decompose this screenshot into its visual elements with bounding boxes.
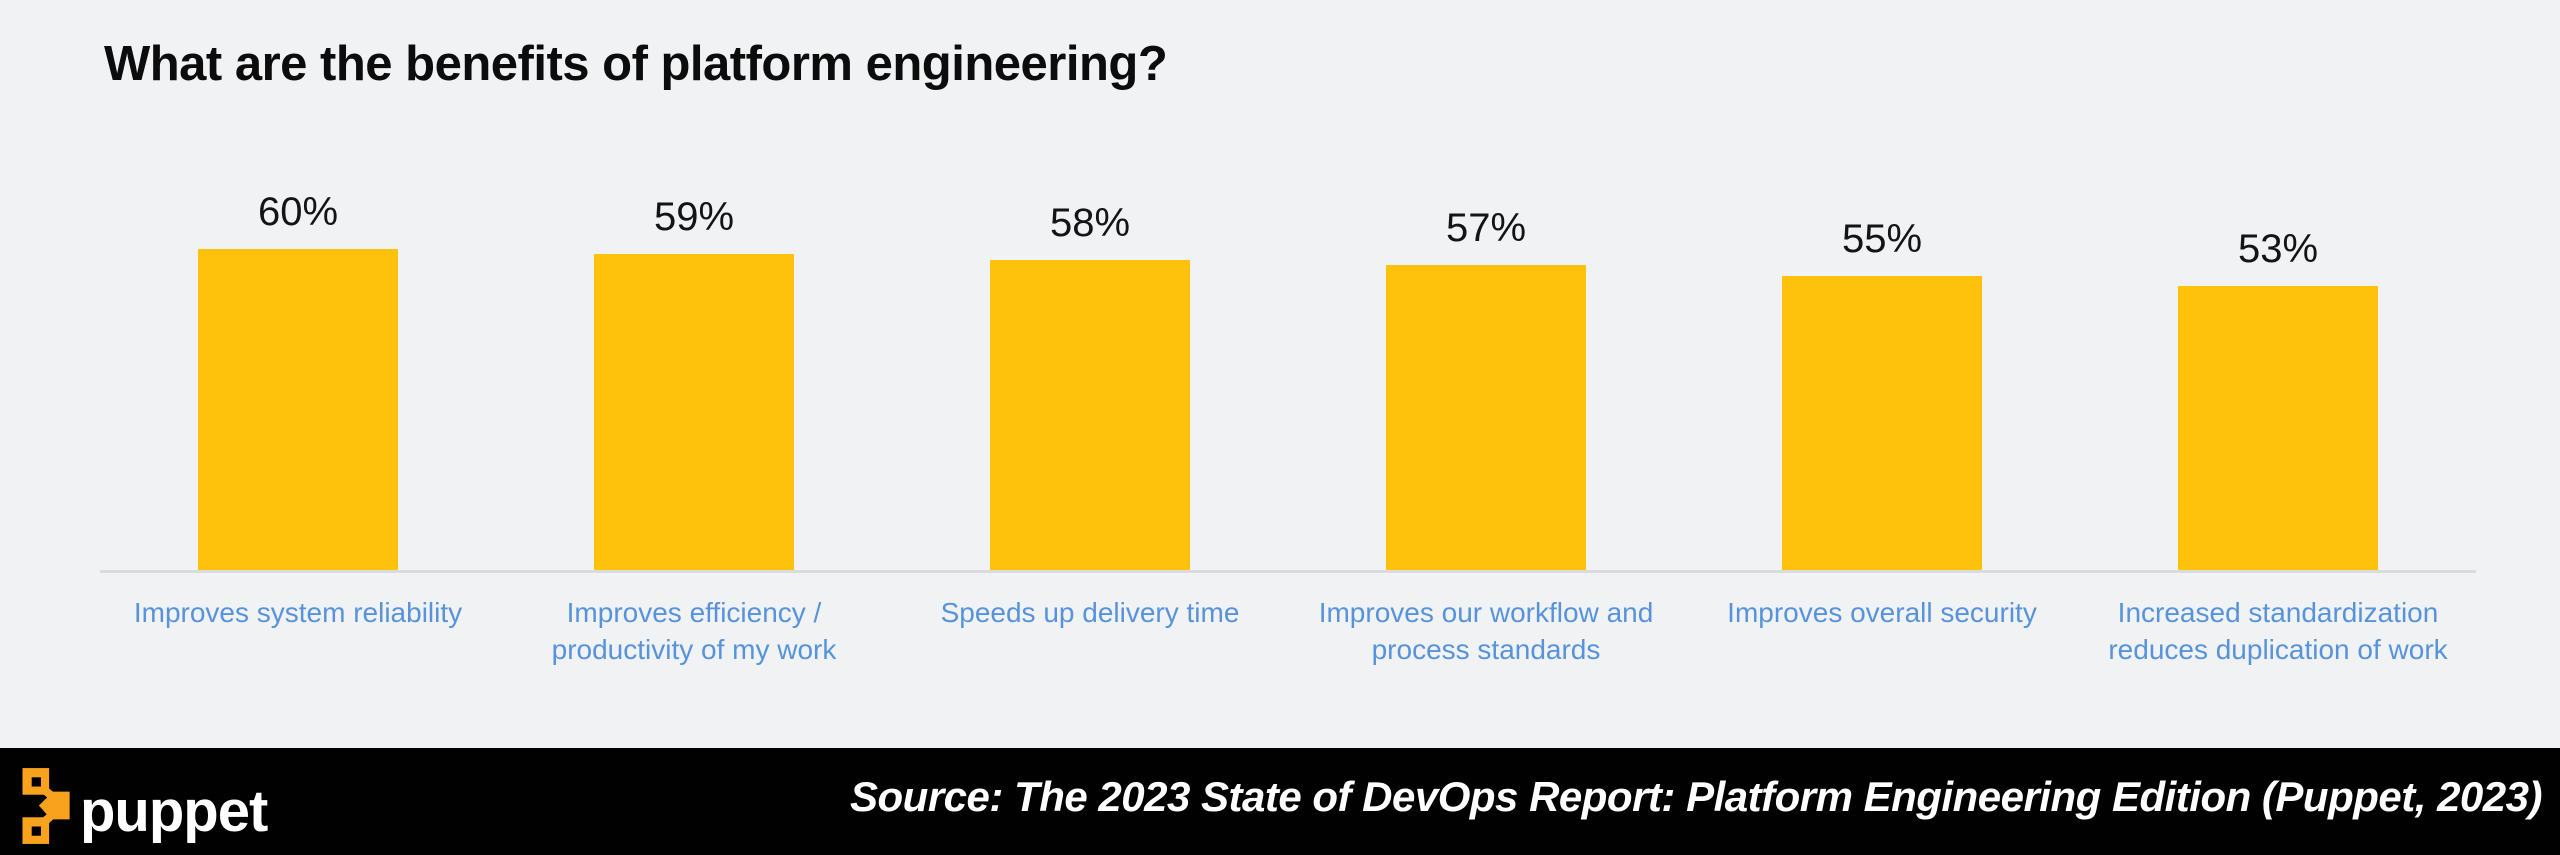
bar-chart: 60% 59% 58% 57% 55% 53% bbox=[100, 0, 2476, 573]
category-label-text: Improves overall security bbox=[1727, 597, 2037, 628]
bar-group: 55% bbox=[1684, 217, 2080, 570]
footer-bar: puppet Source: The 2023 State of DevOps … bbox=[0, 748, 2560, 855]
bar-group: 57% bbox=[1288, 206, 1684, 570]
category-label: Improves overall security bbox=[1684, 594, 2080, 668]
chart-title: What are the benefits of platform engine… bbox=[104, 37, 1168, 91]
category-label: Improves our workflow and process standa… bbox=[1288, 594, 1684, 668]
category-label-text: Speeds up delivery time bbox=[940, 597, 1240, 628]
category-label: Speeds up delivery time bbox=[892, 594, 1288, 668]
bar bbox=[1386, 265, 1586, 570]
source-attribution: Source: The 2023 State of DevOps Report:… bbox=[850, 772, 2542, 820]
category-label-text: Improves our workflow and process standa… bbox=[1318, 597, 1654, 665]
category-label: Increased standardization reduces duplic… bbox=[2080, 594, 2476, 668]
bar-group: 58% bbox=[892, 201, 1288, 570]
bar bbox=[990, 259, 1190, 570]
bar-group: 60% bbox=[100, 190, 496, 570]
bar-group: 53% bbox=[2080, 227, 2476, 570]
puppet-logo: puppet bbox=[18, 757, 268, 847]
bar-value-label: 53% bbox=[2237, 227, 2319, 272]
bar-group: 59% bbox=[496, 195, 892, 570]
categories-row: Improves system reliability Improves effi… bbox=[100, 594, 2476, 668]
category-label-text: Improves system reliability bbox=[133, 597, 463, 628]
category-label: Improves system reliability bbox=[100, 594, 496, 668]
puppet-logo-icon bbox=[22, 767, 70, 844]
bar-value-label: 57% bbox=[1445, 206, 1527, 251]
bar-value-label: 60% bbox=[257, 190, 339, 234]
category-label: Improves efficiency / productivity of my… bbox=[496, 594, 892, 668]
bar-value-label: 59% bbox=[653, 195, 735, 240]
bar bbox=[1782, 275, 1982, 570]
bar-value-label: 55% bbox=[1841, 216, 1923, 261]
bars-row: 60% 59% 58% 57% 55% 53% bbox=[100, 0, 2476, 570]
bar-value-label: 58% bbox=[1049, 200, 1131, 245]
puppet-wordmark: puppet bbox=[80, 778, 268, 844]
bar bbox=[594, 254, 794, 570]
category-label-text: Improves efficiency / productivity of my… bbox=[551, 597, 837, 665]
bar bbox=[198, 249, 398, 570]
bar bbox=[2178, 286, 2378, 570]
category-label-text: Increased standardization reduces duplic… bbox=[2108, 597, 2448, 665]
